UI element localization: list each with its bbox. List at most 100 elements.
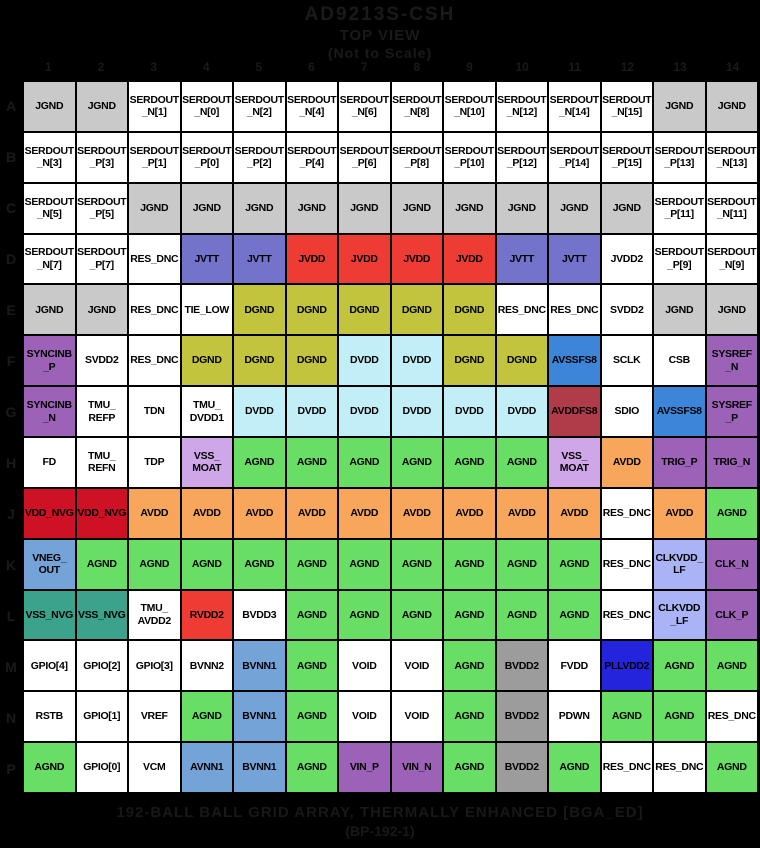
pin-j2: VDD_NVG: [76, 488, 127, 538]
pin-k9: AGND: [444, 539, 495, 589]
pin-f6: DGND: [286, 336, 337, 386]
pin-f3: RES_DNC: [129, 336, 180, 386]
pin-a4: SERDOUT _N[0]: [181, 82, 232, 131]
pin-m3: GPIO[3]: [129, 641, 180, 691]
pin-h4: VSS_ MOAT: [181, 438, 232, 487]
pin-c10: JGND: [496, 183, 547, 233]
pin-m1: GPIO[4]: [24, 641, 75, 691]
row-header-m: M: [5, 658, 17, 675]
pin-p10: BVDD2: [496, 743, 547, 792]
pin-l3: TMU_ AVDD2: [129, 590, 180, 640]
pin-j6: AVDD: [286, 488, 337, 538]
pin-h10: AGND: [496, 438, 547, 487]
row-header-d: D: [5, 250, 17, 267]
pin-h2: TMU_ REFN: [76, 438, 127, 487]
pin-g14: SYSREF _P: [706, 387, 757, 436]
pin-d13: SERDOUT _P[9]: [654, 234, 705, 284]
pin-e13: JGND: [654, 285, 705, 335]
pin-c3: JGND: [129, 183, 180, 233]
pin-a6: SERDOUT _N[4]: [286, 82, 337, 131]
column-header-9: 9: [466, 60, 473, 74]
row-header-a: A: [5, 97, 17, 114]
pin-m10: BVDD2: [496, 641, 547, 691]
pin-b10: SERDOUT _P[12]: [496, 132, 547, 182]
pin-j10: AVDD: [496, 488, 547, 538]
pin-b8: SERDOUT _P[8]: [391, 132, 442, 182]
pin-a9: SERDOUT _N[10]: [444, 82, 495, 131]
pin-l10: AGND: [496, 590, 547, 640]
pin-p4: AVNN1: [181, 743, 232, 792]
pin-f14: SYSREF _N: [706, 336, 757, 386]
pin-f1: SYNCINB _P: [24, 336, 75, 386]
pin-d5: JVTT: [234, 234, 285, 284]
pin-l5: BVDD3: [234, 590, 285, 640]
pin-m5: BVNN1: [234, 641, 285, 691]
row-header-e: E: [6, 301, 16, 318]
pin-a8: SERDOUT _N[8]: [391, 82, 442, 131]
row-header-k: K: [5, 556, 17, 573]
pin-e2: JGND: [76, 285, 127, 335]
column-header-10: 10: [515, 60, 529, 74]
pin-b14: SERDOUT _N[13]: [706, 132, 757, 182]
view-label: TOP VIEW: [339, 27, 421, 44]
pin-l2: VSS_NVG: [76, 590, 127, 640]
pin-n11: PDWN: [549, 692, 600, 742]
pin-e10: RES_DNC: [496, 285, 547, 335]
pin-d3: RES_DNC: [129, 234, 180, 284]
pin-g13: AVSSFS8: [654, 387, 705, 436]
pin-c9: JGND: [444, 183, 495, 233]
pin-g11: AVDDFS8: [549, 387, 600, 436]
pin-e11: RES_DNC: [549, 285, 600, 335]
pin-c5: JGND: [234, 183, 285, 233]
pin-d14: SERDOUT _N[9]: [706, 234, 757, 284]
pin-d12: JVDD2: [601, 234, 652, 284]
pin-p11: AGND: [549, 743, 600, 792]
pin-g3: TDN: [129, 387, 180, 436]
column-header-2: 2: [97, 60, 105, 74]
column-header-1: 1: [44, 60, 52, 74]
pin-b3: SERDOUT _P[1]: [129, 132, 180, 182]
part-number: AD9213S-CSH: [304, 4, 456, 25]
pin-h12: AVDD: [601, 438, 652, 487]
column-header-13: 13: [673, 60, 687, 74]
pin-m6: AGND: [286, 641, 337, 691]
pin-a7: SERDOUT _N[6]: [339, 82, 390, 131]
pin-e8: DGND: [391, 285, 442, 335]
pin-k11: AGND: [549, 539, 600, 589]
pin-l13: CLKVDD _LF: [654, 590, 705, 640]
pin-k5: AGND: [234, 539, 285, 589]
pin-d9: JVDD: [444, 234, 495, 284]
column-header-11: 11: [568, 60, 582, 74]
pin-d7: JVDD: [339, 234, 390, 284]
pin-b7: SERDOUT _P[6]: [339, 132, 390, 182]
pin-b2: SERDOUT _P[3]: [76, 132, 127, 182]
pin-a13: JGND: [654, 82, 705, 131]
pin-m14: AGND: [706, 641, 757, 691]
pin-a10: SERDOUT _N[12]: [496, 82, 547, 131]
column-header-12: 12: [620, 60, 635, 74]
column-header-14: 14: [725, 60, 740, 74]
pin-j11: AVDD: [549, 488, 600, 538]
package-code: (BP-192-1): [345, 823, 415, 839]
pin-l7: AGND: [339, 590, 390, 640]
pin-c6: JGND: [286, 183, 337, 233]
row-header-n: N: [5, 709, 17, 726]
pin-h11: VSS_ MOAT: [549, 438, 600, 487]
pin-b4: SERDOUT _P[0]: [181, 132, 232, 182]
pin-p2: GPIO[0]: [76, 743, 127, 792]
column-header-4: 4: [202, 60, 210, 74]
pin-p3: VCM: [129, 743, 180, 792]
pin-p8: VIN_N: [391, 743, 442, 792]
pin-b11: SERDOUT _P[14]: [549, 132, 600, 182]
pin-m13: AGND: [654, 641, 705, 691]
pin-b5: SERDOUT _P[2]: [234, 132, 285, 182]
pin-c8: JGND: [391, 183, 442, 233]
pin-grid: JGND JGND SERDOUT _N[1] SERDOUT _N[0] SERDOU…: [22, 80, 759, 794]
row-header-l: L: [6, 607, 16, 624]
pin-n14: RES_DNC: [706, 692, 757, 742]
pin-j1: VDD_NVG: [24, 488, 75, 538]
pin-d11: JVTT: [549, 234, 600, 284]
pin-d6: JVDD: [286, 234, 337, 284]
pin-p13: RES_DNC: [654, 743, 705, 792]
pin-b9: SERDOUT _P[10]: [444, 132, 495, 182]
